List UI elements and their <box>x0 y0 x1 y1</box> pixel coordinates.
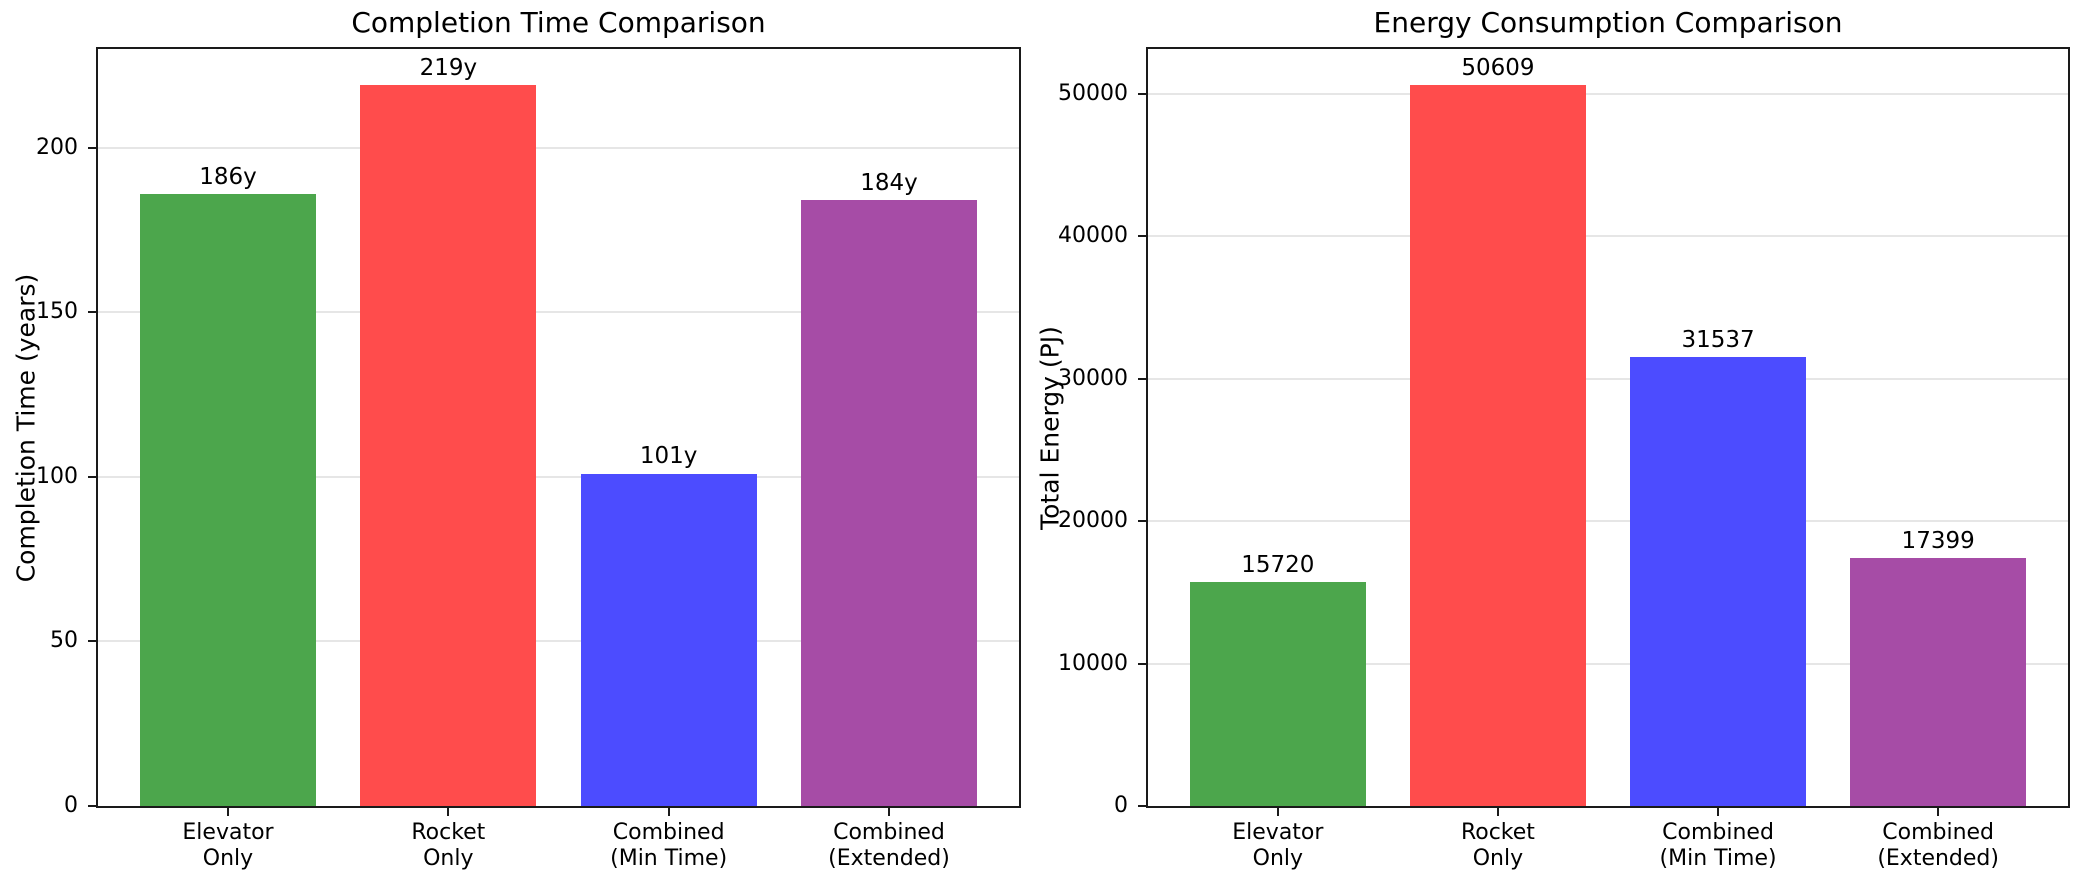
x-tick-label-line: Elevator <box>182 820 274 845</box>
x-tick-mark <box>1496 808 1499 816</box>
x-tick-label-line: Only <box>202 846 254 871</box>
bar-value-label: 31537 <box>1681 326 1755 353</box>
x-tick-label: Rocket Only <box>1461 820 1535 872</box>
gridline <box>1148 92 2068 95</box>
bar-combined-min-time <box>580 473 757 806</box>
completion-time-chart: Completion Time Comparison Completion Ti… <box>12 6 1021 871</box>
y-tick-mark <box>1138 235 1146 238</box>
y-tick-mark <box>1138 92 1146 95</box>
bar-elevator-only <box>139 193 317 806</box>
bar-value-label: 184y <box>860 170 918 197</box>
bar-rocket-only <box>1409 85 1586 806</box>
energy-consumption-chart: Energy Consumption Comparison Total Ener… <box>1036 6 2070 871</box>
x-tick-mark <box>447 808 450 816</box>
y-tick-label: 10000 <box>1058 650 1128 676</box>
gridline <box>98 146 1019 149</box>
x-tick-mark <box>1276 808 1279 816</box>
x-tick-label-line: Elevator <box>1232 820 1324 845</box>
bar-combined-extended <box>1850 558 2027 806</box>
x-tick-label: Combined (Extended) <box>1877 820 1999 872</box>
gridline <box>1148 520 2068 523</box>
bar-value-label: 17399 <box>1901 528 1975 555</box>
x-tick-label-line: (Min Time) <box>610 846 728 871</box>
gridline <box>98 311 1019 314</box>
x-tick-label: Elevator Only <box>1232 820 1323 872</box>
x-tick-label: Rocket Only <box>411 820 485 872</box>
y-tick-mark <box>1138 377 1146 380</box>
x-tick-label-line: (Min Time) <box>1659 846 1777 871</box>
y-axis-label: Total Energy (PJ) <box>1035 325 1065 530</box>
x-tick-mark <box>888 808 890 816</box>
x-tick-label: Combined (Extended) <box>828 820 950 872</box>
gridline <box>98 640 1019 643</box>
bar-value-label: 219y <box>419 54 478 81</box>
gridline <box>1148 662 2068 665</box>
x-tick-mark <box>667 808 670 816</box>
bar-value-label: 101y <box>639 443 698 470</box>
x-tick-label-line: Only <box>1252 846 1304 871</box>
y-tick-label: 200 <box>36 134 78 160</box>
x-tick-label: Elevator Only <box>182 820 273 872</box>
y-tick-label: 40000 <box>1058 223 1128 249</box>
bar-value-label: 50609 <box>1461 54 1535 81</box>
bar-combined-min-time <box>1630 356 1807 806</box>
y-tick-label: 30000 <box>1058 365 1128 391</box>
x-tick-label-line: Combined <box>612 820 725 845</box>
x-tick-label-line: (Extended) <box>828 846 950 871</box>
x-tick-label-line: Combined <box>1882 820 1995 845</box>
bar-value-label: 186y <box>199 163 257 190</box>
bar-combined-extended <box>800 200 978 806</box>
x-tick-label-line: Combined <box>1662 820 1774 845</box>
y-tick-mark <box>1138 662 1146 665</box>
y-tick-mark <box>88 805 96 807</box>
x-tick-label-line: Rocket <box>1460 820 1535 845</box>
chart-title: Energy Consumption Comparison <box>1373 6 1843 39</box>
x-tick-mark <box>1717 808 1720 816</box>
x-tick-label-line: Only <box>1472 846 1524 871</box>
x-tick-label-line: Only <box>423 846 474 871</box>
x-tick-mark <box>1937 808 1940 816</box>
y-tick-label: 50000 <box>1058 80 1128 106</box>
gridline <box>98 475 1019 478</box>
chart-title: Completion Time Comparison <box>351 6 766 39</box>
x-tick-label: Combined (Min Time) <box>610 820 727 872</box>
y-tick-mark <box>88 146 96 149</box>
y-tick-label: 0 <box>64 793 78 818</box>
y-tick-label: 100 <box>36 463 78 489</box>
y-tick-mark <box>88 475 96 478</box>
gridline <box>1148 377 2068 380</box>
y-axis-label: Completion Time (years) <box>11 273 41 582</box>
y-tick-mark <box>1138 520 1146 523</box>
bar-elevator-only <box>1189 582 1366 806</box>
y-tick-label: 0 <box>1114 793 1128 818</box>
bar-rocket-only <box>360 85 537 806</box>
y-tick-label: 50 <box>50 628 78 654</box>
x-tick-label-line: (Extended) <box>1877 846 1999 871</box>
x-tick-mark <box>226 808 229 816</box>
x-tick-label: Combined (Min Time) <box>1660 820 1777 872</box>
bar-value-label: 15720 <box>1241 551 1315 578</box>
x-tick-label-line: Combined <box>833 820 945 845</box>
gridline <box>1148 235 2068 238</box>
y-tick-label: 20000 <box>1058 508 1128 534</box>
y-tick-label: 150 <box>36 299 78 325</box>
y-tick-mark <box>1138 805 1146 807</box>
y-tick-mark <box>88 640 96 643</box>
y-tick-mark <box>88 311 96 314</box>
x-tick-label-line: Rocket <box>411 820 486 845</box>
